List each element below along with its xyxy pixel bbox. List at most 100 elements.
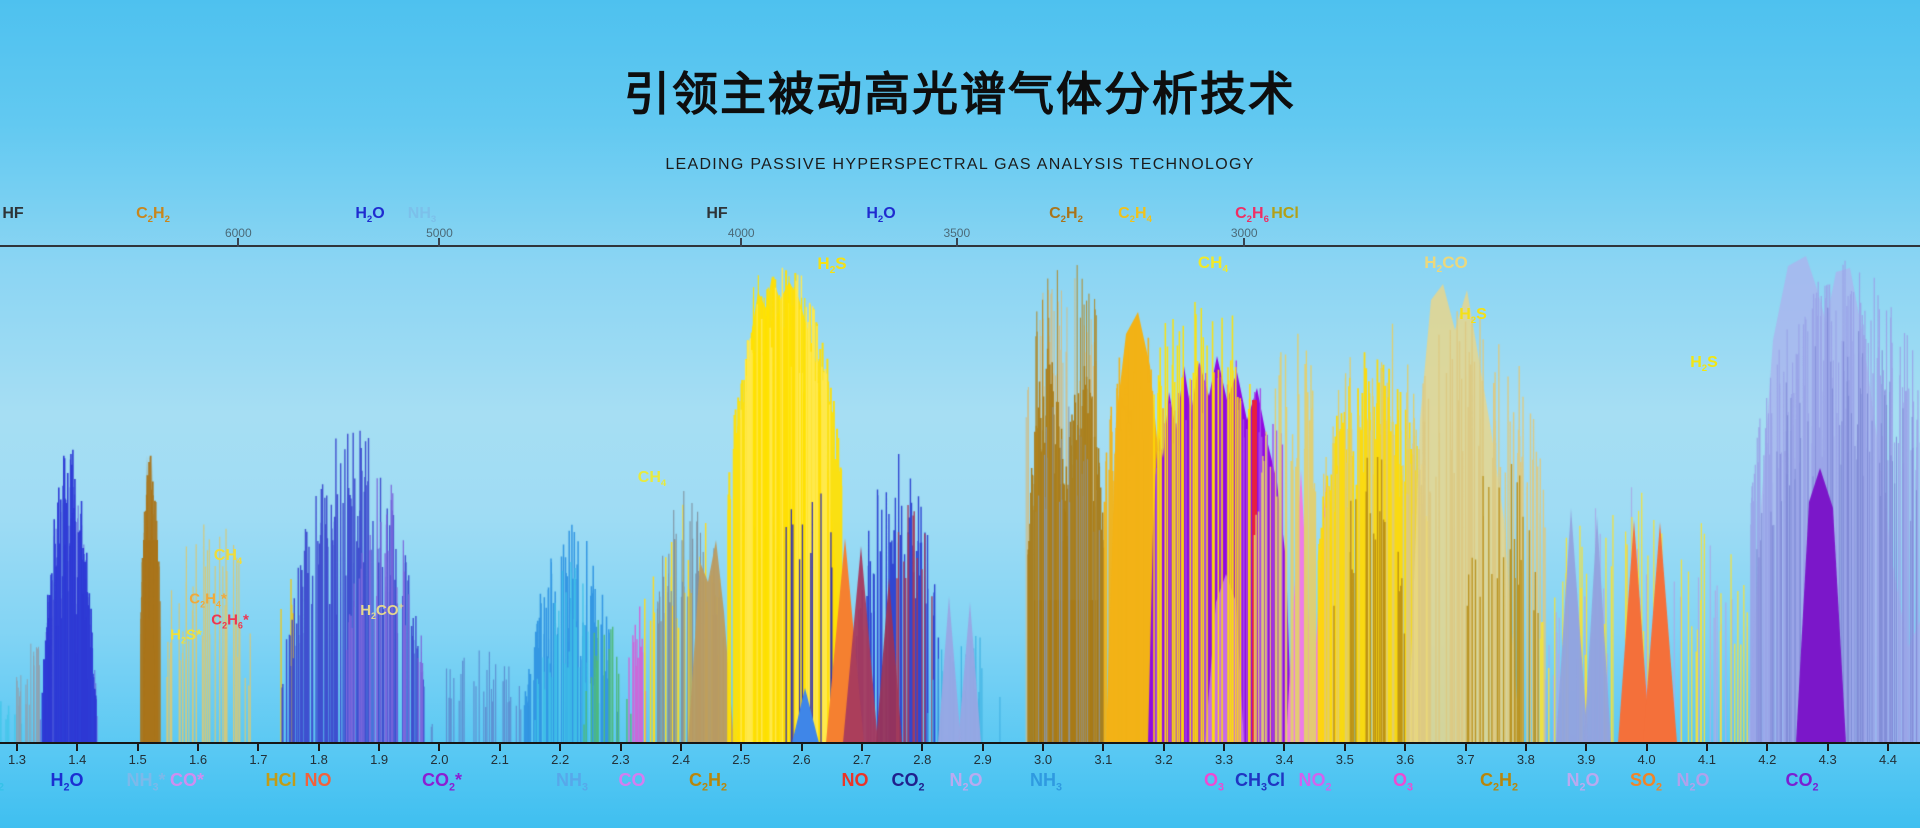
bottom-gas-label: N2O xyxy=(949,770,983,794)
bottom-tick-label: 3.0 xyxy=(1033,752,1053,767)
inner-gas-label: H2S* xyxy=(170,626,202,646)
bottom-tick xyxy=(438,743,441,751)
top-gas-label: C2H2 xyxy=(136,205,170,226)
bottom-tick-label: 2.3 xyxy=(611,752,630,767)
bottom-tick xyxy=(1585,743,1588,751)
bottom-tick xyxy=(1464,743,1467,751)
bottom-tick-label: 1.9 xyxy=(370,752,389,767)
bottom-tick xyxy=(1042,743,1045,751)
bottom-tick-label: 1.5 xyxy=(128,752,147,767)
bottom-tick-label: 4.0 xyxy=(1637,752,1656,767)
bottom-gas-label: NH3* xyxy=(126,770,166,794)
bottom-gas-label: CO* xyxy=(169,770,205,790)
bottom-gas-label: NO2 xyxy=(1298,770,1332,794)
bottom-tick-label: 1.8 xyxy=(309,752,328,767)
bottom-tick-label: 2.8 xyxy=(913,752,932,767)
bottom-tick-label: 2.9 xyxy=(973,752,992,767)
bottom-tick-label: 2.0 xyxy=(430,752,449,767)
bottom-tick-label: 2.6 xyxy=(792,752,811,767)
bottom-tick xyxy=(1162,743,1165,751)
bottom-gas-label: CO2* xyxy=(421,770,463,794)
bottom-tick xyxy=(921,743,924,751)
bottom-tick xyxy=(378,743,381,751)
bottom-tick-label: 2.7 xyxy=(852,752,871,767)
top-gas-label: NH3 xyxy=(407,205,437,226)
bottom-gas-label: C2H2 xyxy=(688,770,728,794)
bottom-tick xyxy=(136,743,139,751)
bottom-tick xyxy=(800,743,803,751)
inner-gas-label: CH4 xyxy=(637,468,667,490)
bottom-tick xyxy=(981,743,984,751)
bottom-tick xyxy=(1102,743,1105,751)
bottom-tick-label: 3.6 xyxy=(1396,752,1415,767)
bottom-tick xyxy=(619,743,622,751)
bottom-tick xyxy=(740,743,743,751)
top-gas-label: H2O xyxy=(866,205,896,226)
bottom-tick-label: 3.7 xyxy=(1456,752,1475,767)
inner-gas-label: H2S xyxy=(1459,305,1487,327)
bottom-tick-label: 3.3 xyxy=(1215,752,1234,767)
bottom-tick-label: 3.8 xyxy=(1516,752,1535,767)
bottom-gas-label: N2O xyxy=(1676,770,1710,794)
inner-gas-label: H2CO xyxy=(1424,252,1468,276)
bottom-axis-line xyxy=(0,742,1920,744)
inner-gas-label: C2H4* xyxy=(189,590,227,610)
bottom-tick-label: 1.7 xyxy=(249,752,268,767)
page-subtitle: LEADING PASSIVE HYPERSPECTRAL GAS ANALYS… xyxy=(665,156,1255,173)
bottom-tick xyxy=(197,743,200,751)
inner-gas-label: C2H6* xyxy=(211,611,249,631)
top-tick-label: 3500 xyxy=(943,226,971,240)
bottom-tick xyxy=(1766,743,1769,751)
bottom-tick-label: 1.3 xyxy=(7,752,27,767)
bottom-tick-label: 1.6 xyxy=(189,752,208,767)
top-gas-label: HF xyxy=(706,205,728,222)
bottom-tick-label: 3.4 xyxy=(1275,752,1294,767)
top-gas-label: C2H2 xyxy=(1049,205,1083,226)
top-tick-label: 6000 xyxy=(224,226,252,240)
bottom-tick xyxy=(1283,743,1286,751)
bottom-gas-label: N2O xyxy=(1566,770,1600,794)
bottom-gas-label: NO xyxy=(841,770,869,790)
top-gas-label: C2H4 xyxy=(1118,205,1152,226)
bottom-tick-label: 4.4 xyxy=(1878,752,1898,767)
bottom-tick xyxy=(1524,743,1527,751)
page-title: 引领主被动高光谱气体分析技术 xyxy=(624,67,1296,121)
bottom-tick xyxy=(257,743,260,751)
bottom-tick-label: 3.1 xyxy=(1094,752,1113,767)
bottom-gas-label: CH3Cl xyxy=(1234,770,1286,794)
bottom-gas-label: NH3 xyxy=(1029,770,1063,794)
bottom-tick xyxy=(1223,743,1226,751)
bottom-tick-label: 4.2 xyxy=(1758,752,1777,767)
bottom-gas-label: H2O xyxy=(50,770,84,794)
bottom-gas-label: HCl xyxy=(265,770,297,790)
top-tick xyxy=(955,238,958,247)
bottom-tick-label: 2.4 xyxy=(671,752,690,767)
inner-gas-label: CH4 xyxy=(1197,252,1229,276)
bottom-gas-label: CO2 xyxy=(891,770,925,794)
top-tick xyxy=(237,238,240,247)
bottom-gas-label: O3 xyxy=(1392,770,1414,794)
bottom-tick xyxy=(498,743,501,751)
bottom-tick-label: 2.2 xyxy=(551,752,570,767)
bottom-tick-label: 2.5 xyxy=(732,752,751,767)
bottom-gas-label: C2H2 xyxy=(1479,770,1519,794)
top-tick xyxy=(1243,238,1246,247)
top-axis-line xyxy=(0,245,1920,247)
bottom-gas-label: SO2 xyxy=(1629,770,1663,794)
top-gas-label: HF xyxy=(2,205,24,222)
bottom-tick xyxy=(1645,743,1648,751)
bottom-gas-label: NH3 xyxy=(555,770,589,794)
bottom-tick-label: 1.4 xyxy=(68,752,87,767)
inner-gas-label: H2S xyxy=(1690,353,1718,375)
bottom-tick xyxy=(1705,743,1708,751)
bottom-tick xyxy=(1826,743,1829,751)
bottom-tick-label: 4.1 xyxy=(1697,752,1716,767)
bottom-tick-label: 3.5 xyxy=(1335,752,1354,767)
bottom-gas-label: CO2 xyxy=(1785,770,1819,794)
bottom-gas-label: O2 xyxy=(0,781,5,794)
bottom-tick xyxy=(1404,743,1407,751)
bottom-tick xyxy=(1343,743,1346,751)
top-tick-label: 5000 xyxy=(426,226,453,240)
